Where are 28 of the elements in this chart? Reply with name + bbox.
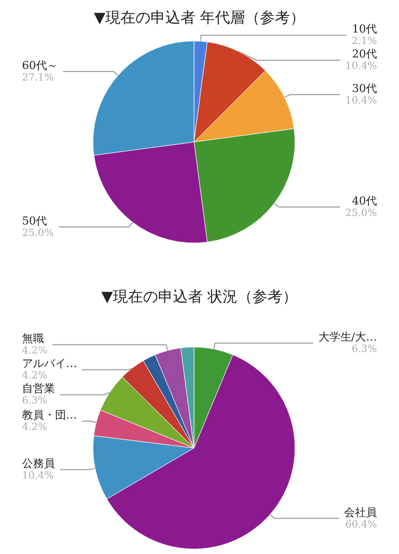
slice-label: 30代 (352, 82, 377, 96)
data-label: 4.2% (22, 346, 48, 357)
slice-label: 会社員 (344, 506, 377, 519)
slice-label: 10代 (352, 22, 377, 36)
slice-label: 自営業 (22, 382, 55, 396)
slice-label: 40代 (352, 194, 377, 208)
data-label: 6.3% (22, 396, 48, 407)
data-label: 10.4% (345, 61, 377, 72)
data-label: 10.4% (345, 96, 377, 107)
data-label: 60.4% (345, 519, 377, 530)
slice-label: 60代～ (22, 58, 58, 72)
chart-title: ▼現在の申込者 年代層（参考） (94, 8, 306, 26)
slice-label: 大学生/大… (318, 330, 377, 344)
slice-label: 20代 (352, 48, 377, 61)
slice-label: 50代 (22, 214, 47, 228)
slice-label: アルバイ… (22, 357, 77, 370)
data-label: 4.2% (22, 422, 48, 434)
data-label: 10.4% (22, 470, 54, 482)
slice-label: 公務員 (22, 457, 55, 470)
data-label: 2.1% (352, 36, 377, 48)
data-label: 27.1% (22, 72, 54, 84)
slice-label: 教員・団… (22, 408, 77, 422)
data-label: 25.0% (345, 208, 377, 220)
data-label: 25.0% (22, 228, 54, 239)
data-label: 4.2% (22, 370, 48, 382)
chart-title: ▼現在の申込者 状況（参考） (101, 288, 298, 306)
slice-label: 無職 (22, 332, 44, 346)
data-label: 6.3% (352, 344, 377, 356)
